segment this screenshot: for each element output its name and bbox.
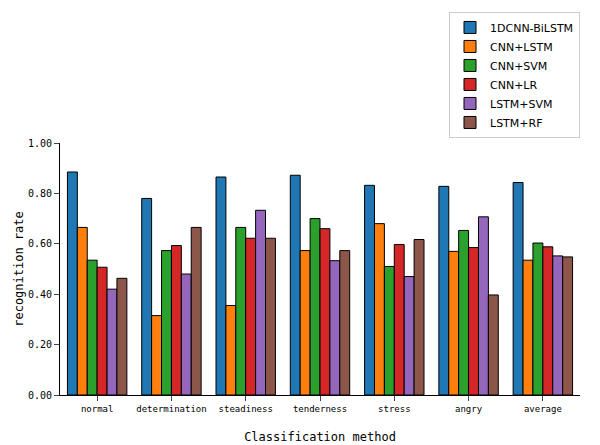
svg-text:normal: normal [81,404,114,414]
svg-text:0.40: 0.40 [28,289,52,300]
svg-text:CNN+SVM: CNN+SVM [490,60,547,73]
svg-text:CNN+LSTM: CNN+LSTM [490,41,553,54]
svg-text:0.60: 0.60 [28,238,52,249]
svg-text:Classification method: Classification method [244,430,396,444]
svg-text:average: average [524,404,562,414]
svg-text:LSTM+SVM: LSTM+SVM [490,98,553,111]
svg-text:1.00: 1.00 [28,138,52,149]
svg-text:LSTM+RF: LSTM+RF [490,117,543,130]
svg-text:0.80: 0.80 [28,188,52,199]
svg-text:determination: determination [136,404,206,414]
svg-text:recognition rate: recognition rate [12,211,26,327]
svg-text:stress: stress [378,404,411,414]
svg-text:steadiness: steadiness [219,404,273,414]
svg-text:tenderness: tenderness [293,404,347,414]
svg-text:0.20: 0.20 [28,339,52,350]
svg-text:0.00: 0.00 [28,390,52,401]
svg-text:1DCNN-BiLSTM: 1DCNN-BiLSTM [490,22,573,35]
svg-text:angry: angry [455,404,483,414]
svg-text:CNN+LR: CNN+LR [490,79,537,92]
